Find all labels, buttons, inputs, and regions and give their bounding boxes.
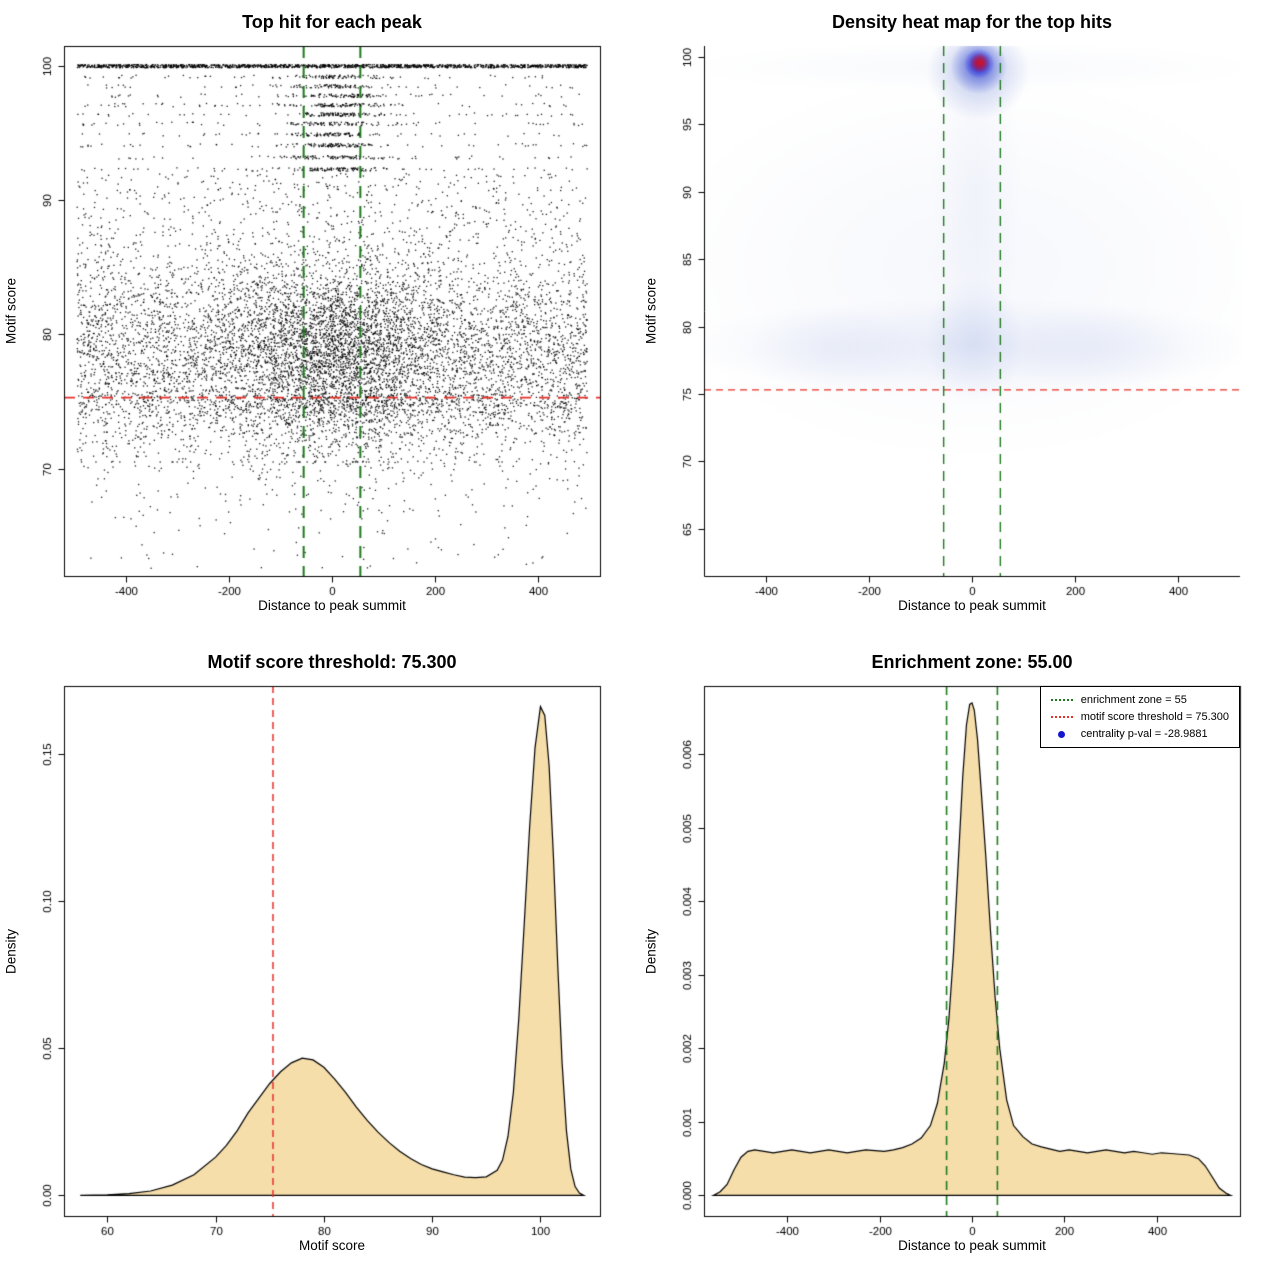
legend-item-centrality-pval: centrality p-val = -28.9881 <box>1051 728 1229 740</box>
legend-label: motif score threshold = 75.300 <box>1080 711 1229 723</box>
y-axis-label: Density <box>3 928 19 974</box>
legend-item-enrichment-zone: enrichment zone = 55 <box>1050 694 1229 706</box>
y-axis-label: Motif score <box>643 277 659 345</box>
scatter-canvas <box>0 0 640 640</box>
panel-density-heatmap: Density heat map for the top hits Distan… <box>640 0 1280 640</box>
panel-motif-score-density: Motif score threshold: 75.300 Motif scor… <box>0 640 640 1280</box>
chart-title-enrichment-zone: Enrichment zone: 55.00 <box>871 652 1073 672</box>
x-axis-label: Motif score <box>298 1238 366 1253</box>
chart-title-scatter: Top hit for each peak <box>242 12 422 32</box>
motif-density-canvas <box>0 640 640 1280</box>
x-axis-label: Distance to peak summit <box>898 598 1046 613</box>
y-axis-label: Motif score <box>3 277 19 345</box>
panel-top-hit-scatter: Top hit for each peak Distance to peak s… <box>0 0 640 640</box>
red-dotted-line-icon <box>1050 716 1073 718</box>
panel-distance-density: Enrichment zone: 55.00 Distance to peak … <box>640 640 1280 1280</box>
legend: enrichment zone = 55 motif score thresho… <box>1039 686 1240 748</box>
chart-title-motif-threshold: Motif score threshold: 75.300 <box>207 652 457 672</box>
y-axis-label: Density <box>643 928 659 974</box>
x-axis-label: Distance to peak summit <box>898 1238 1046 1253</box>
legend-label: enrichment zone = 55 <box>1080 694 1187 706</box>
heatmap-canvas <box>640 0 1280 640</box>
legend-item-motif-threshold: motif score threshold = 75.300 <box>1050 711 1229 723</box>
chart-title-heatmap: Density heat map for the top hits <box>831 12 1113 32</box>
green-dotted-line-icon <box>1050 699 1073 701</box>
blue-point-icon <box>1051 730 1073 738</box>
x-axis-label: Distance to peak summit <box>258 598 406 613</box>
legend-label: centrality p-val = -28.9881 <box>1080 728 1208 740</box>
